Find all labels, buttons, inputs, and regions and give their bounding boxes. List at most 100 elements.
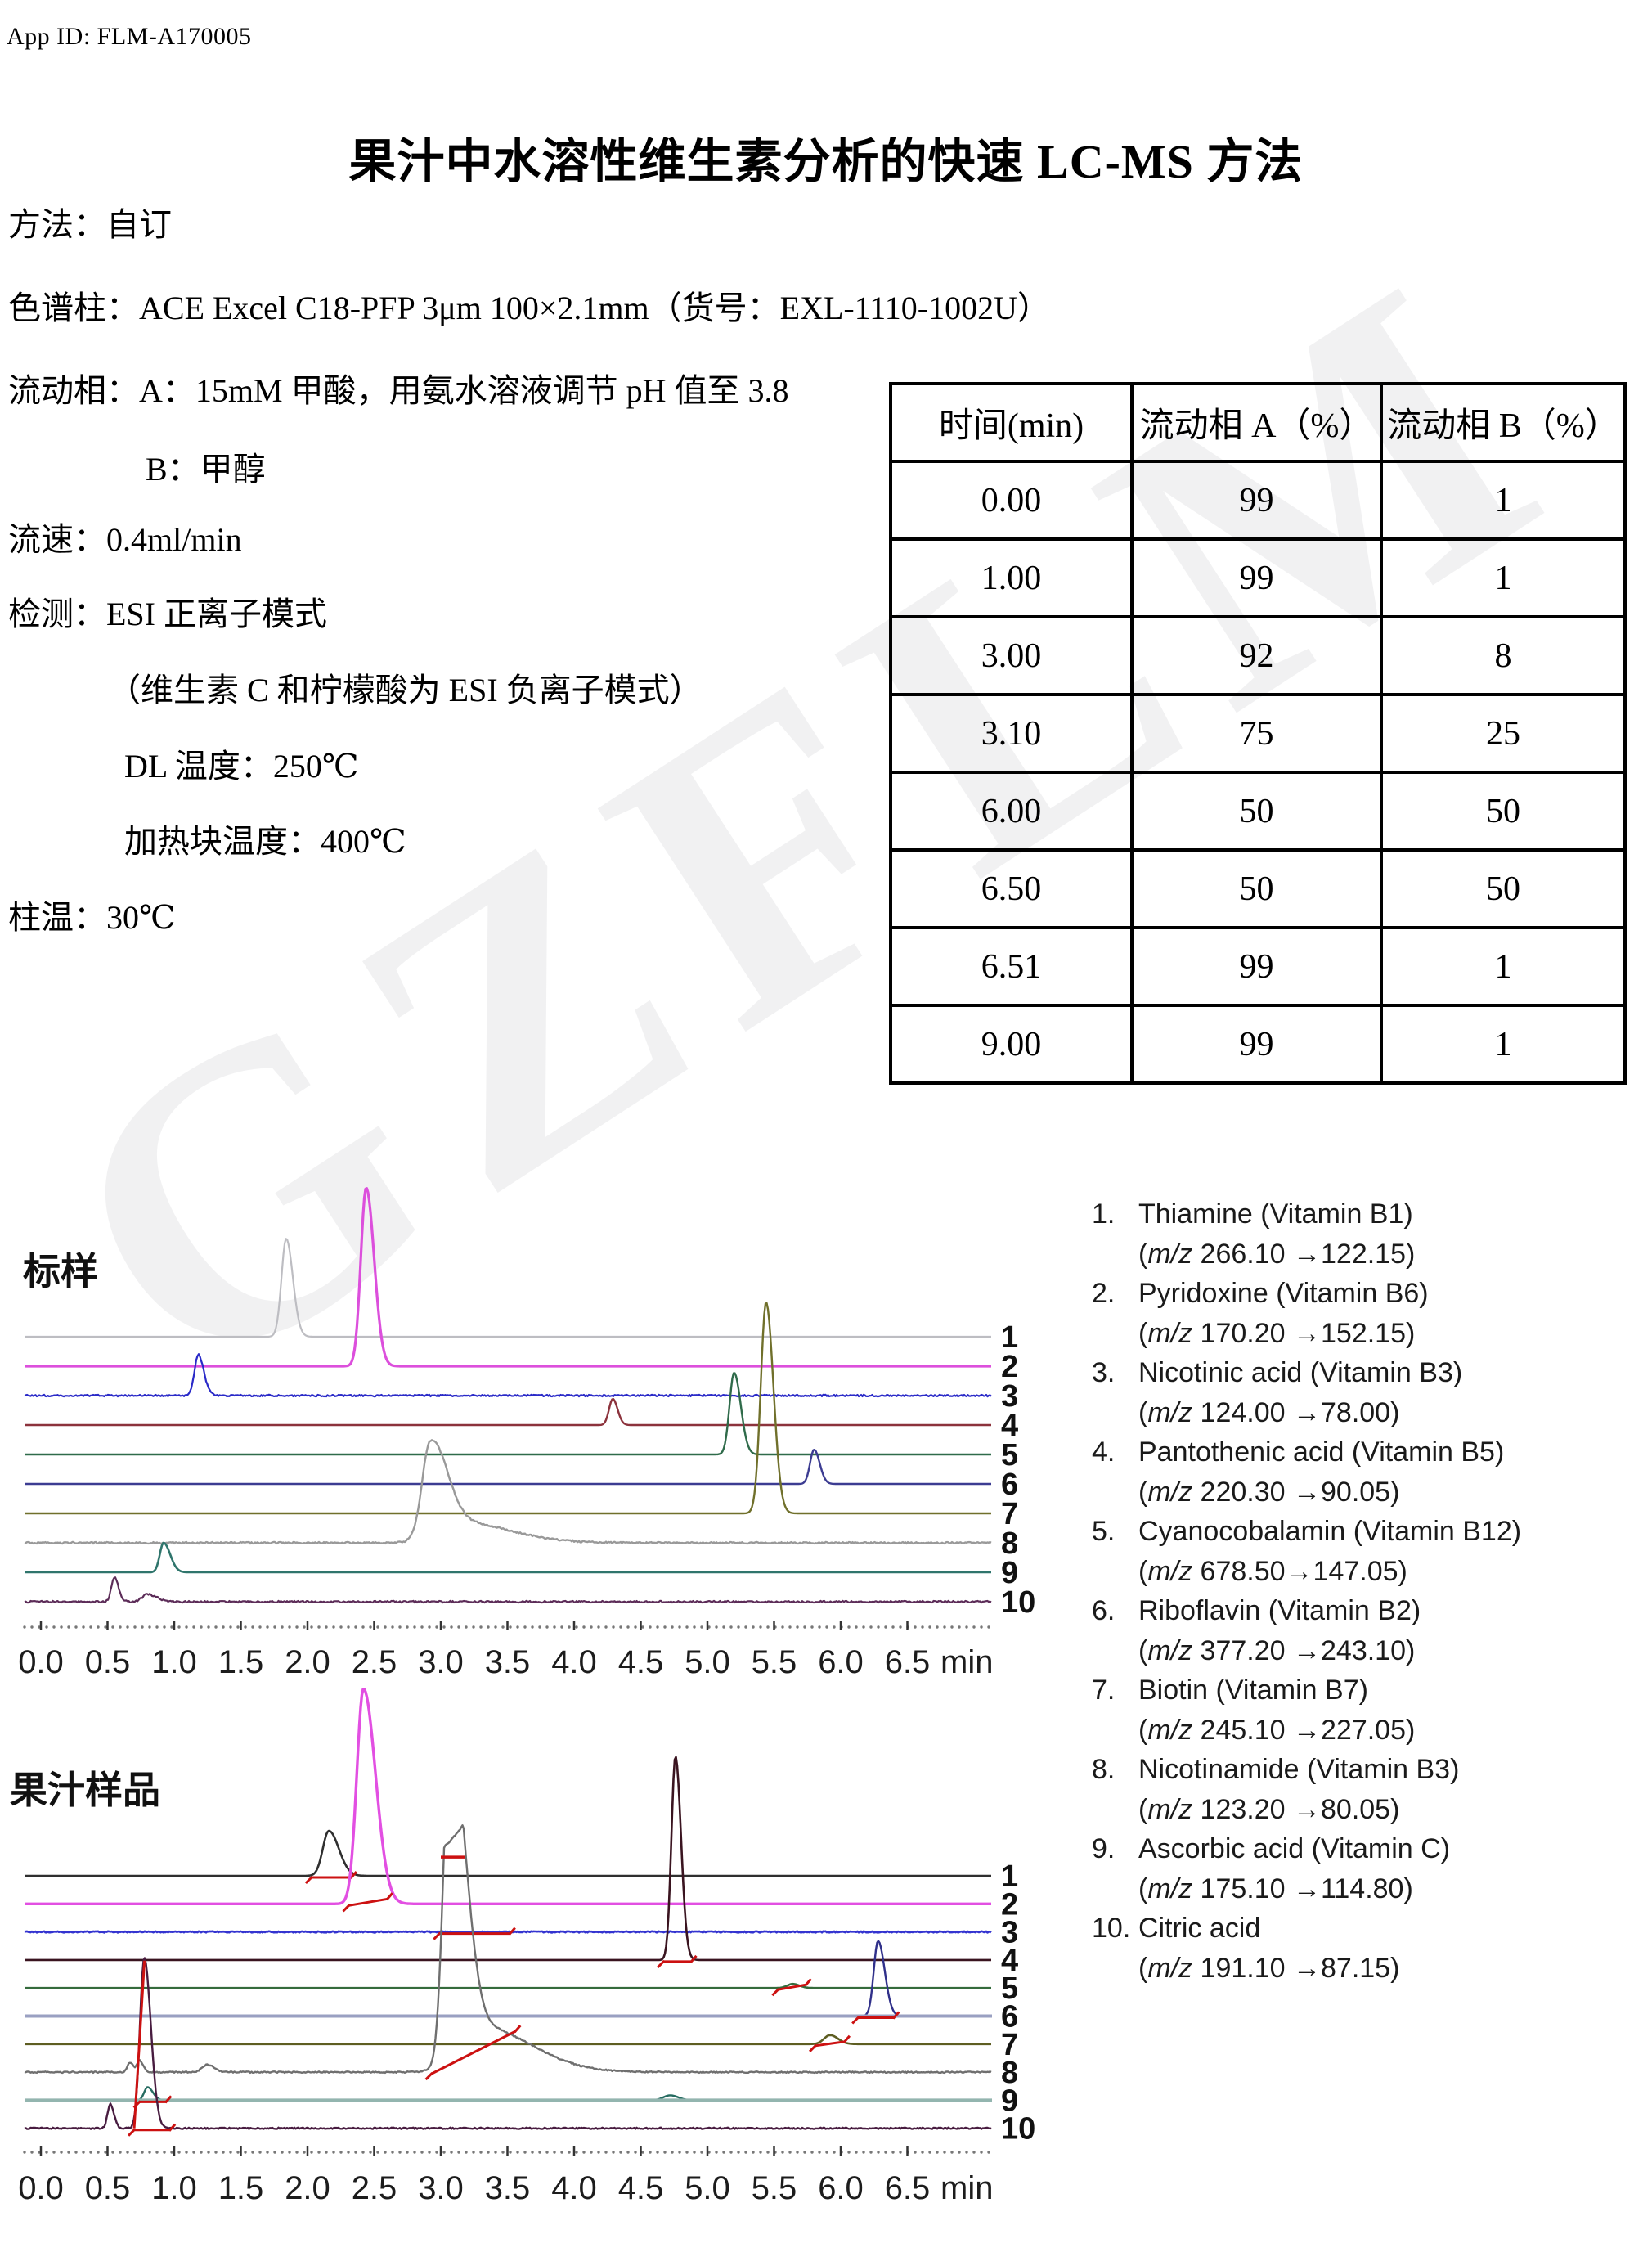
compound-name-line-9: 9. Ascorbic acid (Vitamin C) (1092, 1829, 1648, 1869)
trace-number-4: 4 (1001, 1409, 1018, 1443)
axis-dot (553, 2151, 556, 2154)
compound-name: Ascorbic acid (Vitamin C) (1138, 1833, 1451, 1864)
axis-dot (943, 1625, 946, 1629)
axis-tick-label: 3.5 (485, 1644, 531, 1680)
axis-dot (398, 2151, 402, 2154)
axis-dot (487, 1625, 490, 1629)
axis-dot (200, 2151, 203, 2154)
axis-dot (729, 1625, 733, 1629)
axis-dot (23, 2151, 26, 2154)
mz-label: m/z (1147, 1317, 1193, 1349)
axis-dot (950, 1625, 954, 1629)
axis-dot (575, 2151, 578, 2154)
axis-dot (442, 2151, 446, 2154)
compound-mz-line-8: (m/z 123.20 →80.05) (1138, 1793, 1400, 1825)
axis-dot (155, 1625, 159, 1629)
axis-dot (891, 2151, 895, 2154)
axis-dot (855, 1625, 858, 1629)
axis-dot (553, 1625, 556, 1629)
axis-dot (52, 1625, 56, 1629)
axis-dot (52, 2151, 56, 2154)
axis-dot (97, 1625, 100, 1629)
mz-transition: 678.50→147.05) (1192, 1555, 1407, 1587)
trace-number-10: 10 (1001, 1585, 1035, 1620)
trace-number-7: 7 (1001, 1497, 1018, 1531)
axis-dot (339, 1625, 343, 1629)
axis-dot (207, 2151, 210, 2154)
axis-dot (74, 1625, 78, 1629)
integration-end-mark (349, 1871, 357, 1879)
axis-dot (192, 2151, 195, 2154)
integration-end-mark (514, 2025, 522, 2034)
axis-dot (914, 1625, 917, 1629)
axis-dot (251, 2151, 254, 2154)
axis-dot (987, 1625, 990, 1629)
axis-dot (810, 1625, 814, 1629)
axis-dot (516, 2151, 519, 2154)
axis-dot (987, 2151, 990, 2154)
gradient-table-cell-6-2: 1 (1380, 926, 1627, 1007)
axis-dot (442, 1625, 446, 1629)
axis-dot (663, 2151, 667, 2154)
compound-name-line-3: 3. Nicotinic acid (Vitamin B3) (1092, 1353, 1648, 1393)
integration-start-mark (771, 1988, 780, 1997)
axis-dot (818, 2151, 821, 2154)
axis-dot (163, 1625, 166, 1629)
axis-dot (310, 2151, 313, 2154)
gradient-table-cell-0-2: 1 (1380, 460, 1627, 541)
axis-dot (590, 2151, 593, 2154)
axis-dot (30, 1625, 34, 1629)
integration-baseline (348, 1897, 388, 1907)
axis-dot (597, 1625, 600, 1629)
axis-tick-label: 5.0 (685, 2170, 730, 2206)
axis-dot (700, 1625, 703, 1629)
axis-dot (111, 2151, 114, 2154)
axis-dot (545, 1625, 549, 1629)
gradient-table-cell-1-2: 1 (1380, 537, 1627, 618)
axis-dot (891, 1625, 895, 1629)
mz-label: m/z (1147, 1238, 1193, 1270)
gradient-table-cell-2-1: 92 (1130, 615, 1383, 696)
method-line-mobile-a: 流动相：A：15mM 甲酸，用氨水溶液调节 pH 值至 3.8 (8, 372, 789, 409)
axis-tick-label: 0.5 (85, 1644, 131, 1680)
trace-line-2 (24, 1187, 992, 1368)
x-axis: 0.0 0.5 1.0 1.5 2.0 2.5 3.0 3.5 4.0 4.5 5.0 5.5 6.0 6… (18, 1621, 993, 1680)
axis-dot (516, 1625, 519, 1629)
axis-dot (303, 1625, 306, 1629)
compound-mz-line-2: (m/z 170.20 →152.15) (1138, 1317, 1416, 1349)
axis-dot (678, 1625, 681, 1629)
axis-dot (803, 1625, 806, 1629)
axis-dot (494, 2151, 497, 2154)
axis-dot (376, 1625, 379, 1629)
integration-end-mark (892, 2011, 900, 2020)
compound-name: Riboflavin (Vitamin B2) (1138, 1595, 1421, 1626)
axis-dot (406, 1625, 409, 1629)
gradient-table-row: 0.00 99 1 (889, 460, 1627, 541)
axis-dot (972, 1625, 976, 1629)
axis-dot (752, 1625, 755, 1629)
trace-number-4: 4 (1001, 1944, 1018, 1978)
axis-dot (126, 1625, 129, 1629)
gradient-table-row: 1.00 99 1 (889, 537, 1627, 618)
gradient-table-col-header-1: 流动相 A（%） (1130, 382, 1383, 463)
axis-dot (30, 2151, 34, 2154)
page-title: 果汁中水溶性维生素分析的快速 LC-MS 方法 (348, 135, 1304, 188)
axis-dot (406, 2151, 409, 2154)
axis-dot (339, 2151, 343, 2154)
axis-dot (693, 2151, 696, 2154)
trace-line-6 (25, 1449, 991, 1486)
axis-dot (612, 2151, 615, 2154)
axis-dot (914, 2151, 917, 2154)
axis-dot (825, 1625, 828, 1629)
axis-dot (413, 1625, 416, 1629)
axis-dot (89, 1625, 92, 1629)
trace-line-5 (25, 1372, 991, 1456)
axis-dot (119, 2151, 122, 2154)
axis-dot (428, 1625, 431, 1629)
axis-dot (980, 2151, 983, 2154)
axis-dot (391, 1625, 394, 1629)
axis-dot (545, 2151, 549, 2154)
axis-dot (420, 1625, 424, 1629)
